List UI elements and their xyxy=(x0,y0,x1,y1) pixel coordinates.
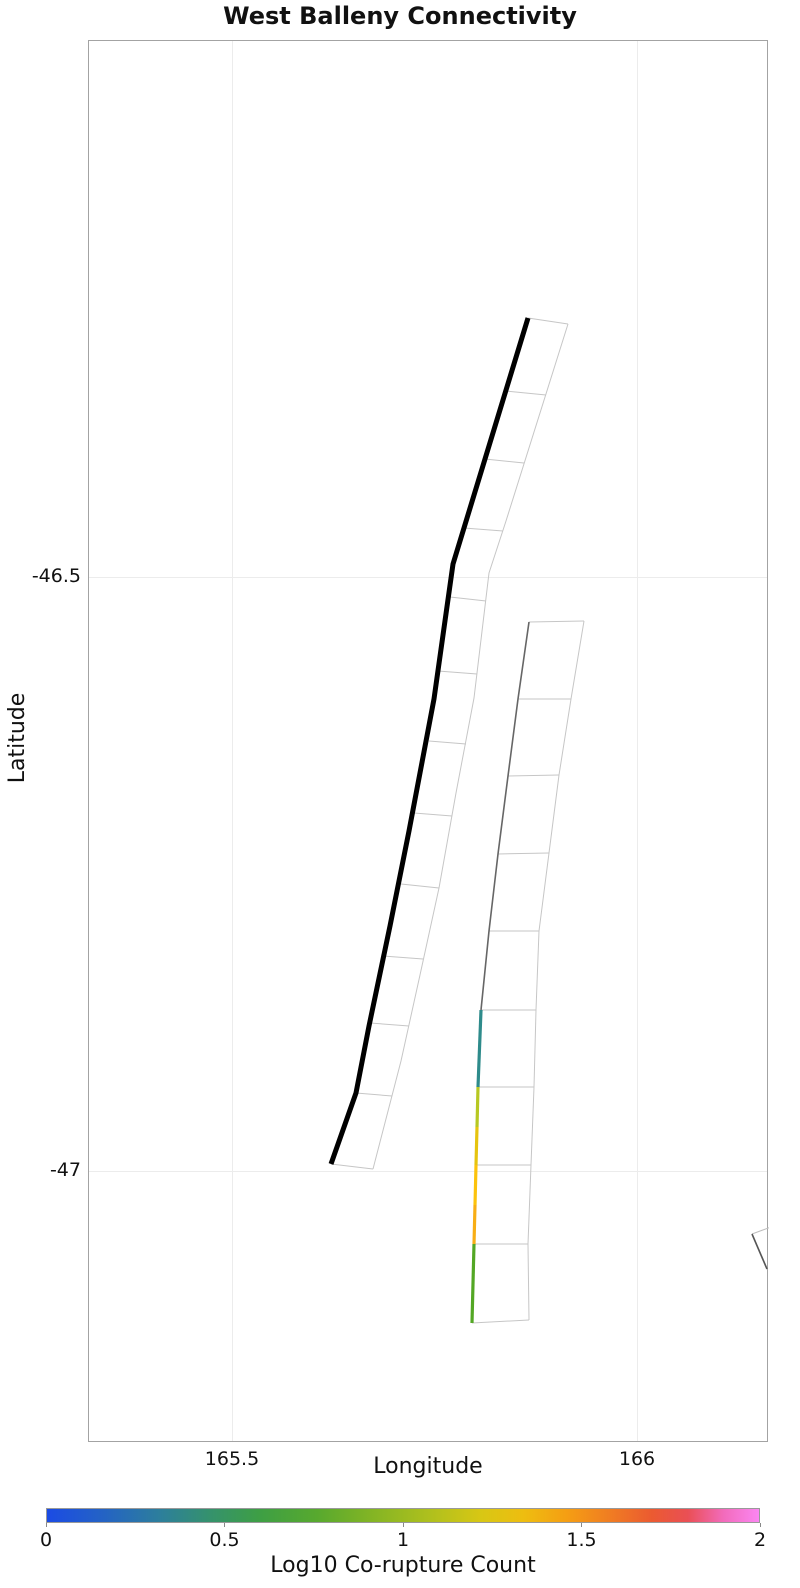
edge-fragment-fault-trace xyxy=(751,1233,768,1270)
colorbar-tick-label: 0.5 xyxy=(209,1529,240,1551)
gridline-horizontal xyxy=(89,1171,767,1172)
east-neighbor-fault-trace xyxy=(470,1243,476,1324)
west-balleny-fault-patch-rung xyxy=(400,883,440,889)
gridline-vertical xyxy=(232,41,233,1441)
west-balleny-fault-patch-rung xyxy=(413,812,453,817)
west-balleny-fault-patch-rung xyxy=(437,670,478,675)
east-neighbor-fault-patch-rung xyxy=(528,620,585,623)
west-balleny-fault-patch-rung xyxy=(505,390,547,396)
colorbar-tick-mark xyxy=(581,1523,582,1527)
east-neighbor-fault-trace xyxy=(476,1009,483,1088)
x-tick-label: 166 xyxy=(618,1448,656,1470)
east-neighbor-fault-trace xyxy=(472,1204,477,1245)
colorbar-tick-mark xyxy=(45,1523,47,1527)
colorbar-tick-label: 1 xyxy=(396,1529,410,1551)
west-balleny-fault-patch-rung xyxy=(330,1163,374,1170)
gridline-vertical xyxy=(637,41,638,1441)
west-balleny-fault-patch-rung xyxy=(463,527,504,532)
east-neighbor-fault-trace xyxy=(480,621,530,1011)
colorbar-gradient xyxy=(46,1508,760,1523)
east-neighbor-fault-trace xyxy=(473,1164,478,1206)
west-balleny-fault-patch-rung xyxy=(449,596,487,602)
west-balleny-fault-patch-rung xyxy=(355,1092,393,1097)
west-balleny-fault-patch-edge xyxy=(372,323,569,1170)
east-neighbor-fault-patch-rung xyxy=(507,774,560,777)
west-balleny-fault-patch-rung xyxy=(484,458,525,464)
west-balleny-fault-patch-rung xyxy=(369,1022,410,1027)
east-neighbor-fault-trace xyxy=(475,1086,480,1128)
y-tick-label: -46.5 xyxy=(31,565,81,587)
east-neighbor-fault-patch-rung xyxy=(497,852,550,855)
west-balleny-fault-patch-rung xyxy=(527,317,569,325)
fault-map-canvas xyxy=(328,317,769,1324)
east-neighbor-fault-patch-rung xyxy=(471,1319,530,1324)
colorbar-tick-label: 2 xyxy=(753,1529,767,1551)
colorbar-tick-label: 0 xyxy=(39,1529,53,1551)
y-axis-label: Latitude xyxy=(5,692,30,784)
east-neighbor-fault-patch-edge xyxy=(527,620,585,1321)
west-balleny-fault-patch-rung xyxy=(428,740,467,745)
colorbar-tick-mark xyxy=(402,1523,404,1527)
edge-fragment-fault-patch-edge xyxy=(751,1227,769,1235)
colorbar-tick-label: 1.5 xyxy=(566,1529,597,1551)
chart-title: West Balleny Connectivity xyxy=(223,2,577,30)
colorbar-tick-mark xyxy=(224,1523,225,1527)
plot-area xyxy=(88,40,769,1442)
gridline-horizontal xyxy=(89,577,767,578)
east-neighbor-fault-trace xyxy=(474,1126,479,1166)
x-axis-label: Longitude xyxy=(373,1454,483,1479)
west-balleny-fault-trace xyxy=(328,317,531,1165)
west-balleny-fault-patch-rung xyxy=(382,955,424,960)
x-tick-label: 165.5 xyxy=(204,1448,260,1470)
colorbar-label: Log10 Co-rupture Count xyxy=(270,1553,536,1578)
y-tick-label: -47 xyxy=(49,1159,81,1181)
colorbar-tick-mark xyxy=(759,1523,761,1527)
